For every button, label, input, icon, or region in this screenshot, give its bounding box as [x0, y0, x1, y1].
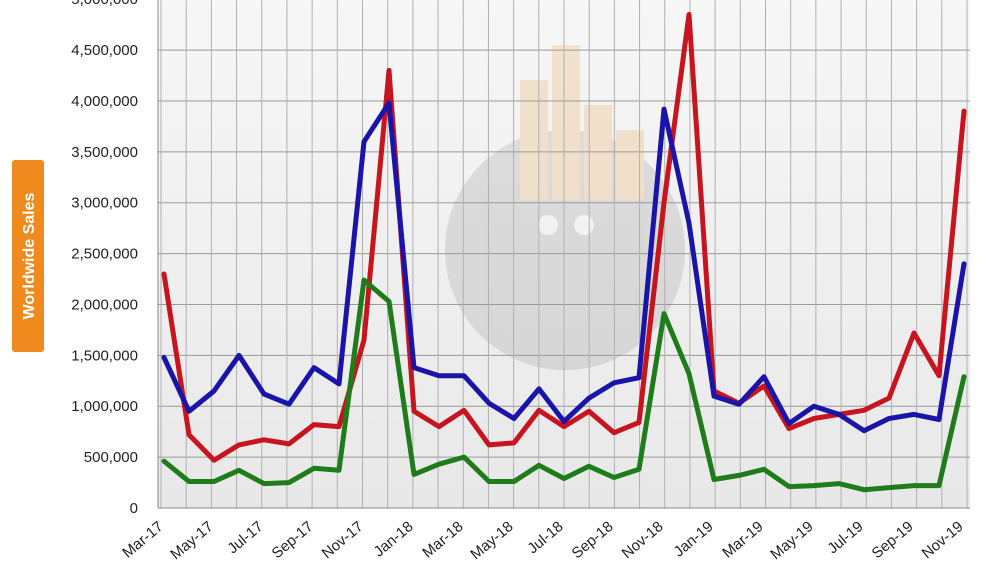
- y-axis-label: Worldwide Sales: [12, 160, 44, 352]
- series-line-1: [161, 12, 967, 463]
- y-tick-label: 3,500,000: [71, 144, 138, 161]
- y-tick-label: 500,000: [84, 449, 138, 466]
- y-axis-label-box: [12, 160, 44, 352]
- y-tick-label: 2,000,000: [71, 296, 138, 313]
- series-line-2: [161, 100, 967, 434]
- y-tick-label: 0: [130, 500, 138, 517]
- series-line-3: [161, 277, 967, 493]
- y-tick-label: 5,000,000: [71, 0, 138, 8]
- y-tick-label: 1,000,000: [71, 398, 138, 415]
- y-tick-label: 1,500,000: [71, 347, 138, 364]
- y-tick-label: 3,000,000: [71, 195, 138, 212]
- y-tick-label: 4,000,000: [71, 93, 138, 110]
- y-tick-label: 2,500,000: [71, 246, 138, 263]
- series-lines: [161, 12, 967, 493]
- y-axis-ticks: 0 500,000 1,000,000 1,500,000 2,000,000 2,500…: [71, 0, 138, 517]
- y-axis-title: Worldwide Sales: [21, 192, 38, 319]
- y-tick-label: 4,500,000: [71, 42, 138, 59]
